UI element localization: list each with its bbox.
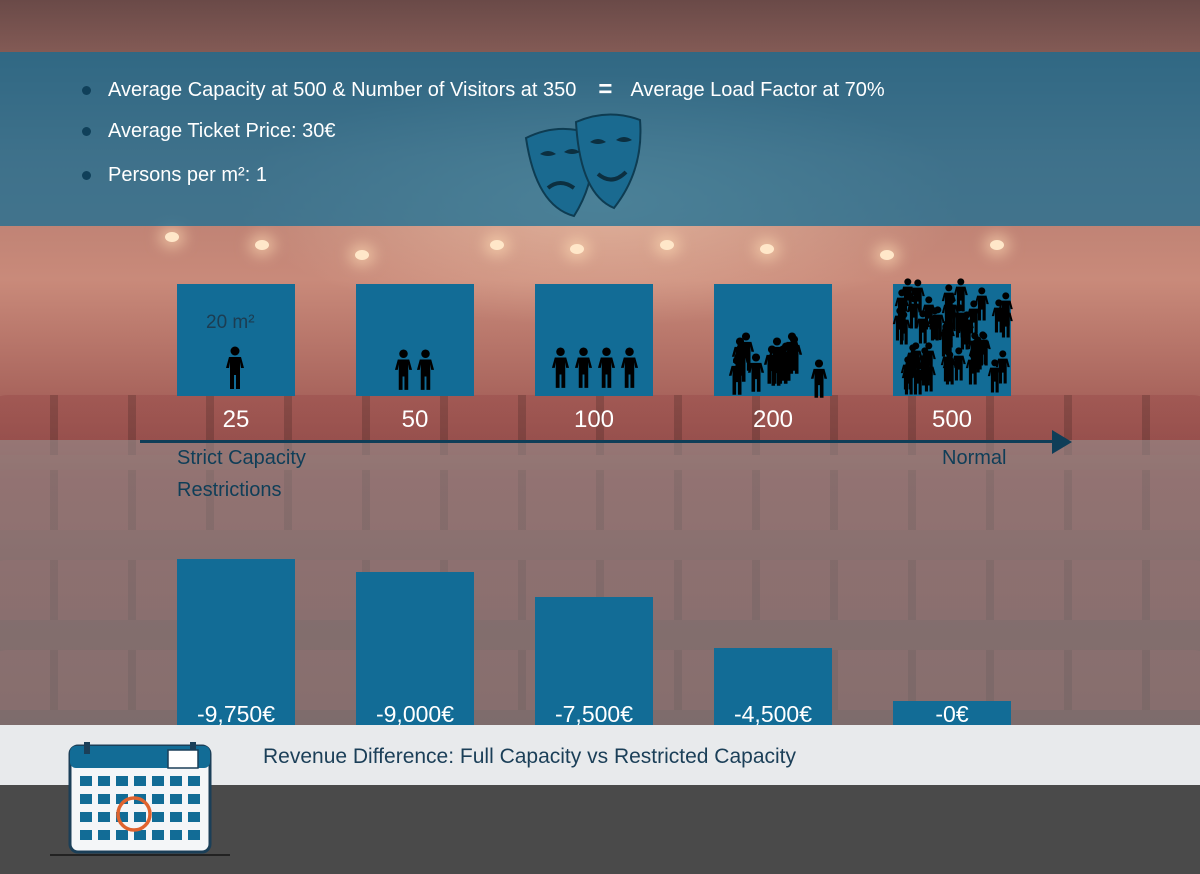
wall-lamp-icon	[255, 240, 269, 250]
revenue-value-label: -9,000€	[375, 701, 454, 727]
info-capacity-row: Average Capacity at 500 & Number of Visi…	[82, 76, 885, 104]
wall-lamp-icon	[570, 244, 584, 254]
wall-lamp-icon	[355, 250, 369, 260]
person-icon	[574, 347, 593, 388]
revenue-bar	[535, 597, 653, 725]
person-icon	[785, 335, 802, 374]
person-icon	[620, 347, 639, 388]
person-icon	[953, 278, 968, 312]
axis-left-label: Strict Capacity Restrictions	[177, 447, 306, 501]
capacity-tick-label: 50	[401, 406, 429, 433]
wall-lamp-icon	[165, 232, 179, 242]
calendar-icon	[50, 742, 230, 856]
wall-lamp-icon	[660, 240, 674, 250]
wall-lamp-icon	[880, 250, 894, 260]
capacity-tick-label: 100	[573, 406, 615, 433]
wall-lamp-icon	[760, 244, 774, 254]
person-icon	[732, 343, 749, 383]
person-icon	[928, 307, 943, 341]
person-icon	[974, 287, 990, 321]
chart-caption: Revenue Difference: Full Capacity vs Res…	[263, 745, 797, 768]
person-icon	[942, 351, 957, 385]
person-icon	[942, 314, 957, 348]
theater-masks-icon	[524, 113, 642, 218]
wall-lamp-icon	[990, 240, 1004, 250]
capacity-text: Average Capacity at 500 & Number of Visi…	[108, 78, 577, 101]
info-price-row: Average Ticket Price: 30€	[82, 120, 336, 143]
person-icon	[917, 347, 932, 381]
person-icon	[965, 351, 980, 385]
info-density-row: Persons per m²: 1	[82, 164, 267, 187]
person-icon	[394, 349, 413, 390]
capacity-tick-label: 500	[931, 406, 973, 433]
revenue-value-label: -7,500€	[554, 701, 633, 727]
revenue-value-label: -4,500€	[733, 701, 812, 727]
person-icon	[774, 345, 791, 384]
capacity-tick-label: 200	[752, 406, 794, 433]
revenue-bar	[356, 571, 474, 725]
revenue-bar	[177, 559, 295, 725]
capacity-tick-label: 25	[222, 406, 250, 433]
revenue-bar	[714, 648, 832, 725]
person-icon	[416, 349, 435, 390]
persons-per-m2-text: Persons per m²: 1	[108, 164, 267, 186]
axis-arrow-icon	[1052, 430, 1072, 454]
equals-sign: =	[598, 76, 613, 103]
area-label: 20 m²	[206, 312, 255, 333]
person-icon	[951, 347, 966, 381]
bullet-icon	[82, 171, 91, 180]
person-icon	[915, 310, 930, 344]
revenue-value-label: -9,750€	[196, 701, 275, 727]
person-icon	[905, 344, 920, 378]
person-icon	[811, 359, 828, 398]
person-icon	[748, 353, 765, 393]
revenue-value-label: -0€	[935, 701, 969, 727]
person-icon	[226, 346, 244, 389]
load-factor-text: Average Load Factor at 70%	[630, 78, 885, 101]
bullet-icon	[82, 85, 91, 95]
person-icon	[597, 347, 616, 388]
person-icon	[957, 316, 972, 350]
person-icon	[900, 278, 915, 312]
person-icon	[995, 350, 1010, 384]
person-icon	[551, 347, 570, 388]
capacity-axis	[140, 440, 1056, 443]
person-icon	[992, 299, 1007, 333]
capacity-box-50	[356, 284, 474, 396]
wall-lamp-icon	[490, 240, 504, 250]
revenue-bar	[893, 701, 1011, 725]
bullet-icon	[82, 127, 91, 136]
person-icon	[942, 284, 957, 318]
ticket-price-text: Average Ticket Price: 30€	[108, 120, 336, 142]
axis-right-label: Normal	[942, 447, 1007, 469]
